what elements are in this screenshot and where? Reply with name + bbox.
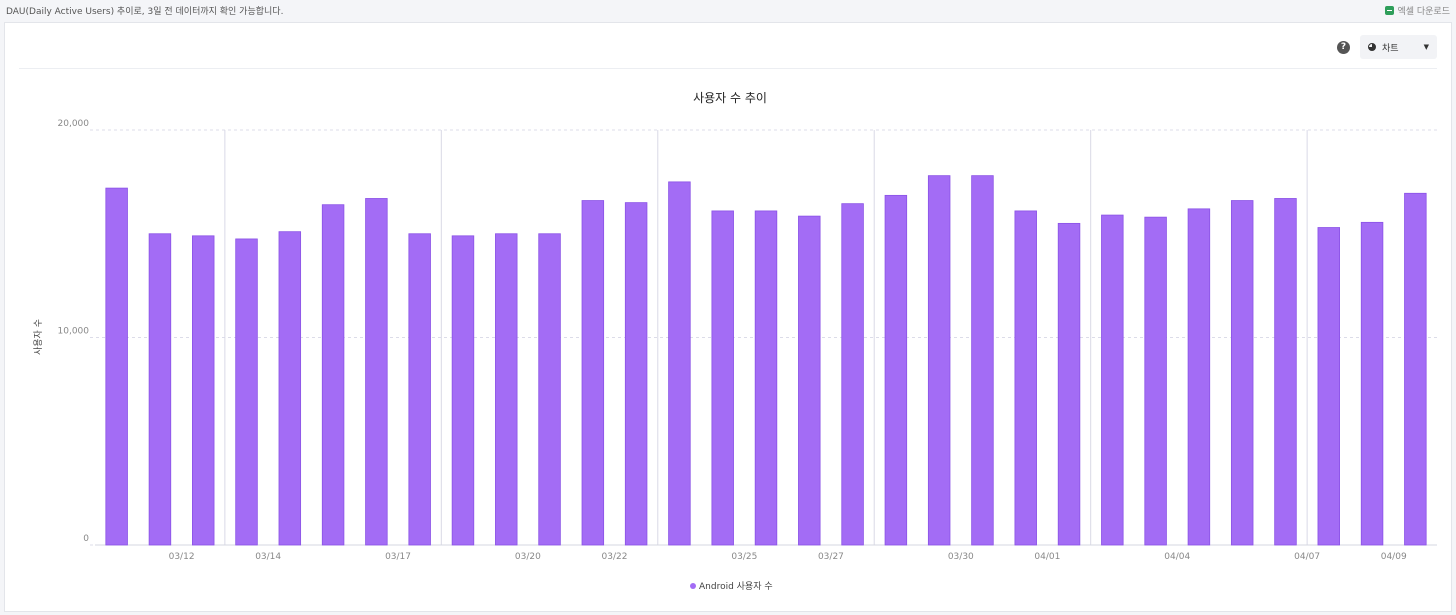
bar bbox=[1101, 214, 1124, 546]
bar bbox=[1317, 227, 1340, 546]
y-tick-label: 10,000 bbox=[58, 327, 90, 337]
x-tick-label: 03/17 bbox=[385, 552, 411, 562]
excel-download-button[interactable]: 엑셀 다운로드 bbox=[1385, 4, 1450, 17]
excel-icon bbox=[1385, 5, 1395, 15]
chart-title: 사용자 수 추이 bbox=[693, 91, 767, 105]
chevron-down-icon: ▼ bbox=[1423, 43, 1429, 51]
x-tick-label: 03/20 bbox=[515, 552, 541, 562]
y-tick-label: 0 bbox=[83, 534, 89, 544]
bar bbox=[711, 210, 734, 546]
bar bbox=[754, 210, 778, 546]
x-tick-label: 03/30 bbox=[948, 552, 974, 562]
bar bbox=[1274, 198, 1297, 546]
bar bbox=[1014, 210, 1037, 546]
bar bbox=[884, 194, 908, 546]
x-tick-label: 03/14 bbox=[255, 552, 281, 562]
bar bbox=[105, 187, 128, 546]
bar bbox=[927, 175, 951, 546]
bar bbox=[1404, 192, 1427, 546]
x-tick-label: 04/01 bbox=[1034, 552, 1060, 562]
page-description: DAU(Daily Active Users) 추이로, 3일 전 데이터까지 … bbox=[6, 6, 284, 17]
bar bbox=[495, 233, 518, 546]
bar bbox=[1144, 216, 1167, 546]
bar bbox=[408, 233, 431, 546]
view-type-value: 차트 bbox=[1382, 43, 1399, 54]
help-icon[interactable]: ? bbox=[1337, 40, 1350, 54]
x-tick-label: 03/25 bbox=[731, 552, 757, 562]
bar bbox=[1360, 221, 1384, 546]
legend-label: Android 사용자 수 bbox=[699, 581, 773, 592]
bar bbox=[971, 175, 994, 546]
excel-download-label: 엑셀 다운로드 bbox=[1397, 6, 1450, 17]
x-tick-label: 04/09 bbox=[1381, 552, 1407, 562]
x-tick-label: 03/27 bbox=[818, 552, 844, 562]
chart-toolbar: ? 차트 ▼ bbox=[1337, 35, 1437, 59]
bar bbox=[538, 233, 561, 546]
bar bbox=[451, 235, 475, 546]
bar bbox=[278, 231, 302, 546]
top-bar: DAU(Daily Active Users) 추이로, 3일 전 데이터까지 … bbox=[0, 0, 1456, 20]
bar bbox=[321, 204, 345, 546]
bar bbox=[668, 181, 691, 546]
x-tick-label: 03/12 bbox=[169, 552, 195, 562]
bar bbox=[148, 233, 172, 546]
x-tick-label: 03/22 bbox=[602, 552, 628, 562]
x-tick-label: 04/07 bbox=[1294, 552, 1320, 562]
pie-chart-icon bbox=[1368, 43, 1376, 51]
bar bbox=[624, 202, 648, 546]
bar bbox=[1230, 200, 1254, 546]
bar bbox=[192, 235, 215, 546]
bar bbox=[798, 215, 821, 546]
bar bbox=[581, 200, 605, 546]
x-tick-label: 04/04 bbox=[1164, 552, 1190, 562]
bar bbox=[365, 198, 388, 546]
bar bbox=[1187, 208, 1211, 546]
legend-marker bbox=[690, 583, 696, 589]
bar bbox=[1057, 222, 1081, 546]
view-type-select[interactable]: 차트 ▼ bbox=[1360, 35, 1437, 59]
y-tick-label: 20,000 bbox=[58, 119, 90, 129]
toolbar-divider bbox=[19, 68, 1437, 69]
bar bbox=[841, 203, 864, 546]
bar bbox=[235, 238, 258, 546]
y-axis-label: 사용자 수 bbox=[33, 319, 44, 355]
